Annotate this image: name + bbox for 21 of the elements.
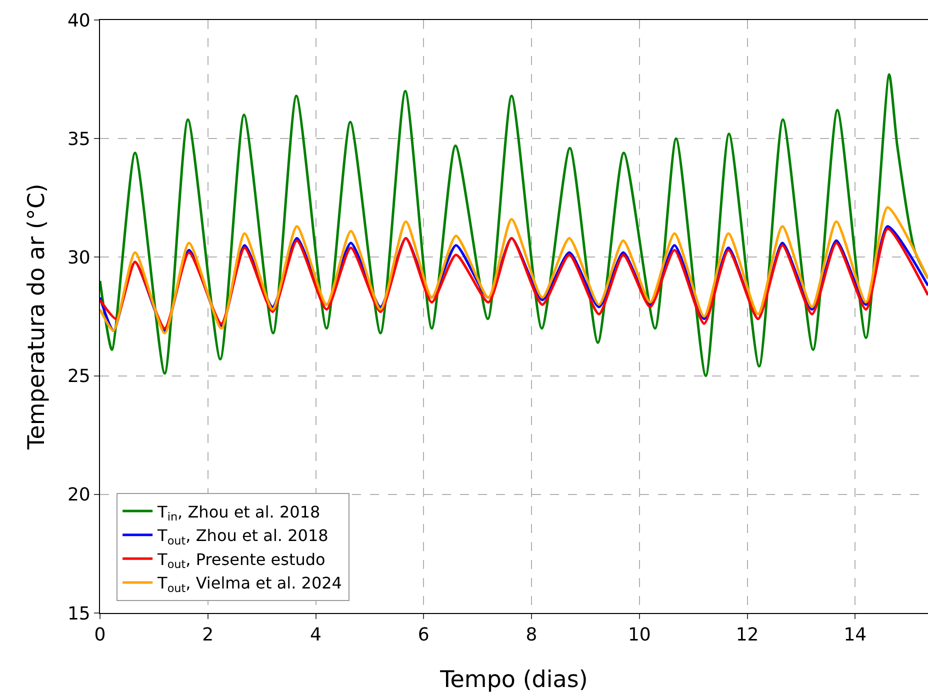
x-tick-label: 6: [418, 624, 430, 646]
legend-label: T$_{in}$, Zhou et al. 2018: [156, 502, 320, 524]
x-tick-label: 12: [736, 624, 759, 646]
x-tick-label: 14: [844, 624, 867, 646]
y-axis-title: Temperatura do ar (°C): [24, 184, 50, 450]
legend-label: T$_{out}$, Zhou et al. 2018: [156, 526, 328, 548]
legend-label: T$_{out}$, Vielma et al. 2024: [156, 574, 342, 596]
x-tick-label: 8: [526, 624, 538, 646]
x-tick-label: 2: [202, 624, 214, 646]
y-tick-label: 35: [67, 128, 90, 150]
line-series: [100, 206, 928, 334]
x-axis-title: Tempo (dias): [439, 667, 588, 693]
legend-label: T$_{out}$, Presente estudo: [156, 550, 326, 572]
x-tick-label: 10: [628, 624, 651, 646]
y-tick-label: 15: [67, 603, 90, 624]
x-tick-label: 0: [94, 624, 106, 646]
x-tick-label: 4: [310, 624, 322, 646]
y-tick-label: 20: [67, 484, 90, 506]
y-tick-label: 25: [67, 366, 90, 388]
y-tick-label: 40: [67, 10, 90, 32]
y-tick-label: 30: [67, 248, 90, 268]
